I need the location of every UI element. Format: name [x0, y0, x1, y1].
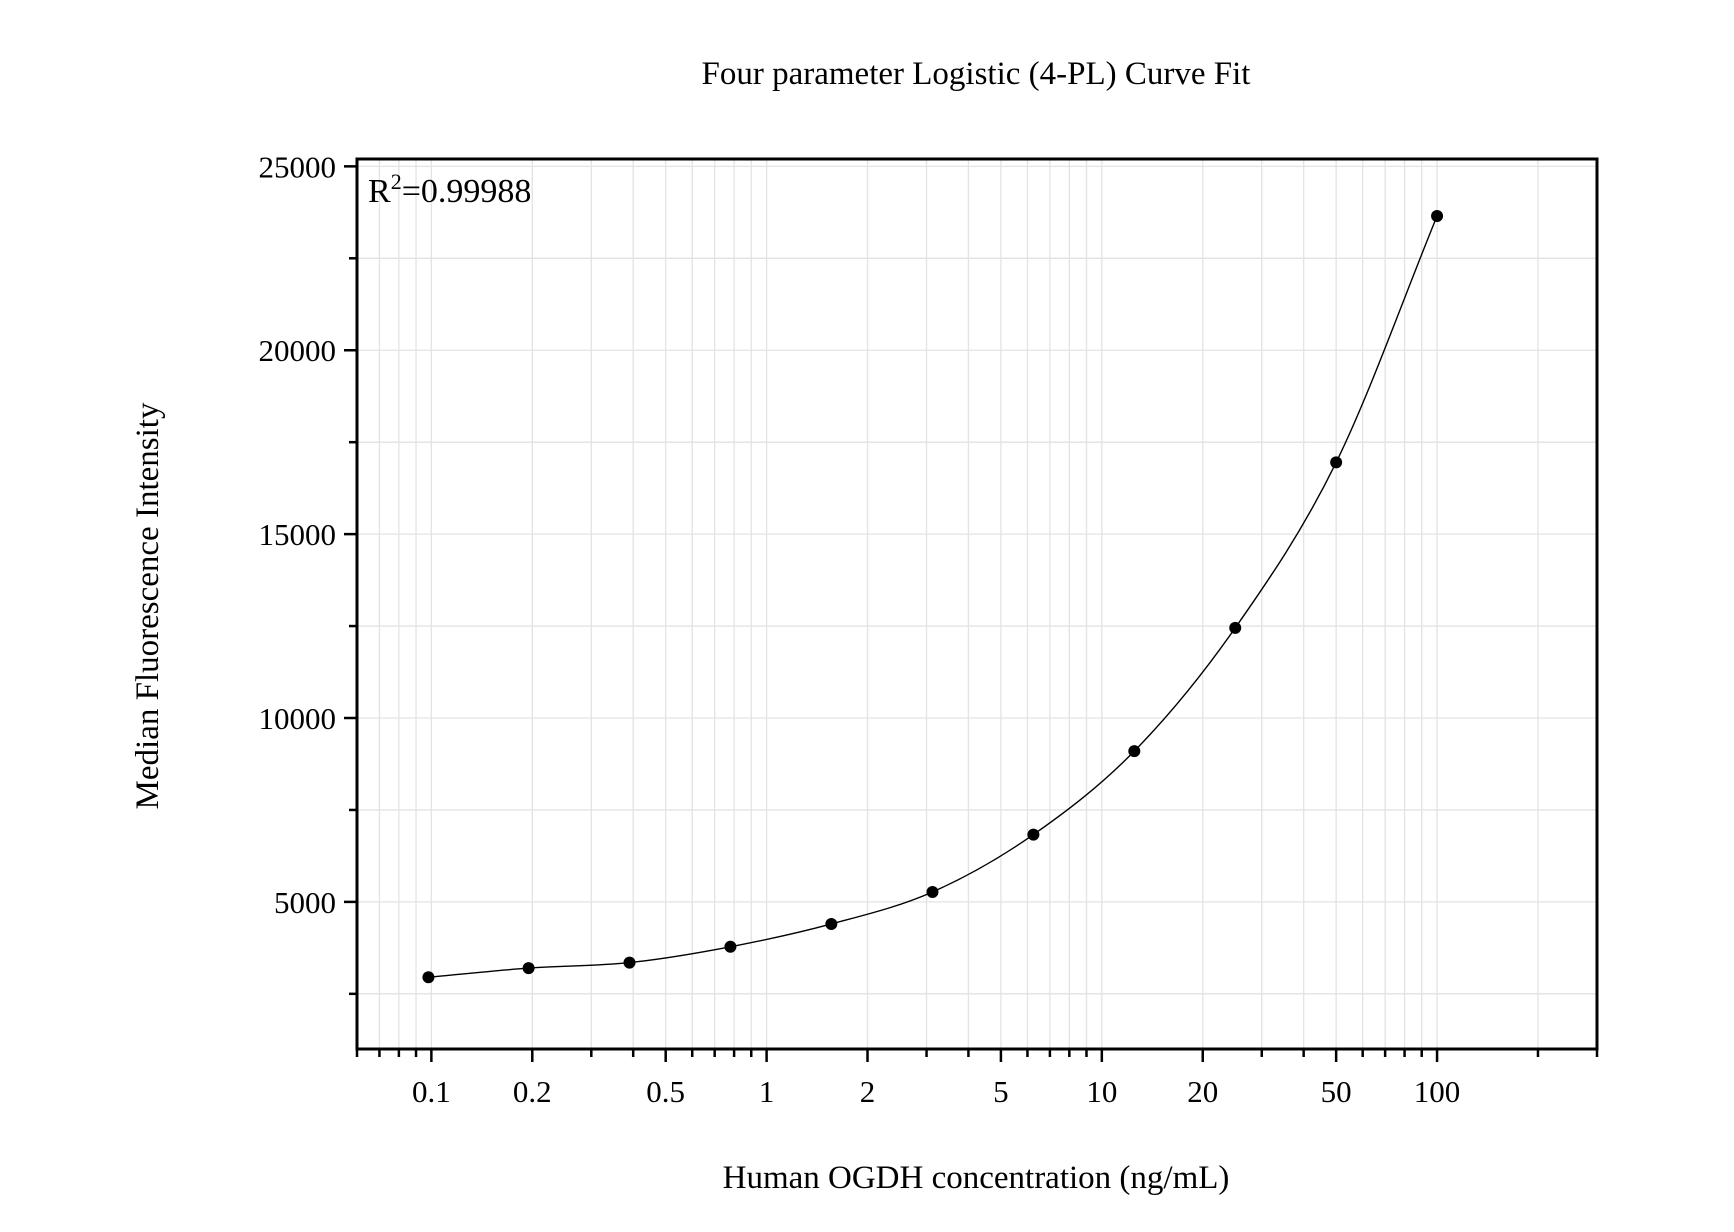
r-squared-annotation: R2=0.99988 [368, 169, 531, 210]
y-tick-label: 15000 [259, 517, 337, 552]
y-tick-label: 10000 [259, 701, 337, 736]
y-tick-label: 5000 [274, 885, 336, 920]
data-point [1229, 621, 1242, 634]
data-points [422, 210, 1444, 984]
x-tick-label: 20 [1187, 1074, 1218, 1109]
r-squared-value: =0.99988 [402, 173, 532, 210]
x-tick-label: 0.1 [412, 1074, 451, 1109]
data-point [724, 940, 737, 953]
data-point [623, 956, 636, 969]
x-axis-title: Human OGDH concentration (ng/mL) [723, 1160, 1230, 1196]
fit-curve [428, 215, 1438, 978]
y-tick-label: 25000 [259, 149, 337, 184]
x-tick-label: 50 [1321, 1074, 1352, 1109]
data-point [1027, 828, 1040, 841]
data-point [1330, 456, 1343, 469]
x-tick-labels: 0.1 0.2 0.5 1 2 5 10 20 50 100 [412, 1074, 1460, 1109]
y-axis-title: Median Fluorescence Intensity [130, 402, 166, 809]
data-point [926, 885, 939, 898]
r-squared-superscript: 2 [391, 169, 402, 194]
data-point [422, 971, 435, 984]
data-point [1431, 210, 1444, 223]
grid [356, 159, 1598, 1049]
x-tick-label: 0.2 [513, 1074, 552, 1109]
y-tick-labels: 5000 10000 15000 20000 25000 [259, 149, 337, 920]
x-tick-label: 100 [1414, 1074, 1461, 1109]
x-tick-label: 1 [759, 1074, 775, 1109]
x-tick-label: 10 [1086, 1074, 1117, 1109]
x-tick-label: 0.5 [646, 1074, 685, 1109]
x-tick-label: 5 [993, 1074, 1009, 1109]
plot-frame [355, 157, 1599, 1051]
x-tick-label: 2 [860, 1074, 876, 1109]
r-squared-prefix: R [368, 173, 391, 210]
axis-ticks [344, 165, 1599, 1062]
data-point [522, 962, 535, 975]
chart-title: Four parameter Logistic (4-PL) Curve Fit [702, 56, 1251, 92]
data-point [1128, 745, 1141, 758]
data-point [825, 917, 838, 930]
y-tick-label: 20000 [259, 333, 337, 368]
fit-curve-layer [428, 215, 1438, 978]
